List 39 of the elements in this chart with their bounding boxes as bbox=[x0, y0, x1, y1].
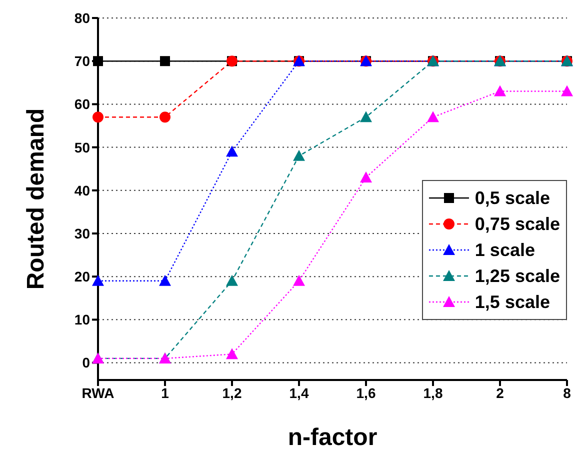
x-tick-label: RWA bbox=[82, 384, 114, 401]
point bbox=[494, 85, 506, 96]
y-axis-title: Routed demand bbox=[22, 108, 50, 290]
legend-label: 0,75 scale bbox=[474, 214, 560, 234]
point bbox=[160, 112, 170, 123]
point bbox=[561, 85, 573, 96]
y-tick-label: 10 bbox=[74, 312, 90, 328]
y-tick-label: 80 bbox=[74, 10, 90, 26]
point bbox=[360, 111, 372, 122]
point bbox=[160, 56, 170, 66]
y-tick-label: 60 bbox=[74, 96, 90, 112]
y-tick-label: 40 bbox=[74, 182, 90, 198]
y-tick-label: 50 bbox=[74, 139, 90, 156]
point bbox=[293, 274, 305, 286]
point bbox=[159, 274, 171, 286]
point bbox=[293, 150, 305, 161]
y-tick-label: 30 bbox=[74, 225, 90, 242]
point bbox=[360, 171, 372, 182]
point bbox=[226, 146, 238, 157]
y-tick-label: 0 bbox=[82, 354, 90, 371]
x-tick-label: 1,6 bbox=[356, 384, 376, 401]
legend-label: 0,5 scale bbox=[474, 188, 550, 208]
legend-label: 1 scale bbox=[474, 240, 535, 260]
point bbox=[226, 274, 238, 286]
x-tick-label: 1 bbox=[161, 384, 170, 401]
y-tick-label: 70 bbox=[74, 53, 90, 70]
point bbox=[226, 348, 238, 360]
point bbox=[427, 111, 439, 122]
x-tick-label: 1,2 bbox=[222, 384, 242, 401]
point bbox=[92, 112, 104, 123]
x-tick-label: 2 bbox=[496, 384, 504, 401]
x-tick-label: 8 bbox=[563, 384, 572, 401]
point bbox=[92, 274, 104, 286]
y-tick-label: 20 bbox=[74, 268, 90, 285]
x-axis-title: n-factor bbox=[288, 424, 378, 451]
x-tick-label: 1,8 bbox=[423, 384, 443, 401]
legend-label: 1,25 scale bbox=[474, 266, 560, 286]
legend-label: 1,5 scale bbox=[474, 292, 550, 312]
x-tick-label: 1,4 bbox=[289, 384, 309, 401]
